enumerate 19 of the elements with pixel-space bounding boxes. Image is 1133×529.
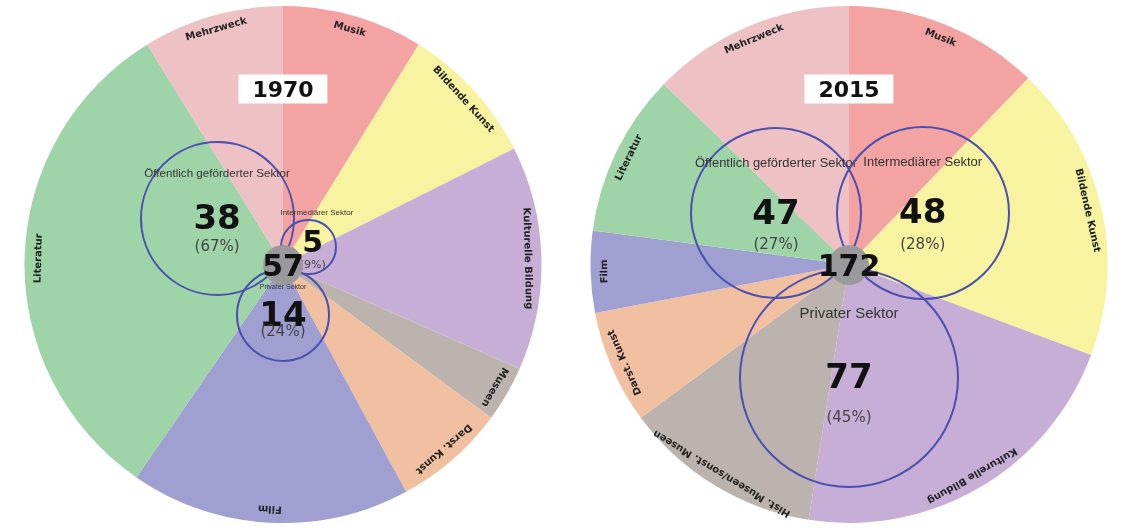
text: 48 xyxy=(899,191,947,232)
text: 2015 xyxy=(804,74,894,104)
slice-label: Bildende Kunst xyxy=(1073,167,1104,254)
text: Privater Sektor xyxy=(799,303,899,321)
text: (45%) xyxy=(826,408,872,427)
text: (27%) xyxy=(753,235,799,254)
text: 47 xyxy=(752,191,800,232)
slice-label: Kulturelle Bildung xyxy=(521,207,536,310)
text: 38 xyxy=(193,196,241,237)
text: Intermediärer Sektor xyxy=(863,153,983,169)
slice-label: Film xyxy=(597,259,610,284)
slice-label: Film xyxy=(257,503,283,516)
text: 1970 xyxy=(238,74,328,104)
slice-label: Musik xyxy=(332,18,368,39)
slice-label: Literatur xyxy=(31,233,44,284)
text: 5 xyxy=(302,223,324,259)
text: 77 xyxy=(825,355,873,396)
text: (28%) xyxy=(900,235,946,254)
text: (67%) xyxy=(194,237,240,256)
